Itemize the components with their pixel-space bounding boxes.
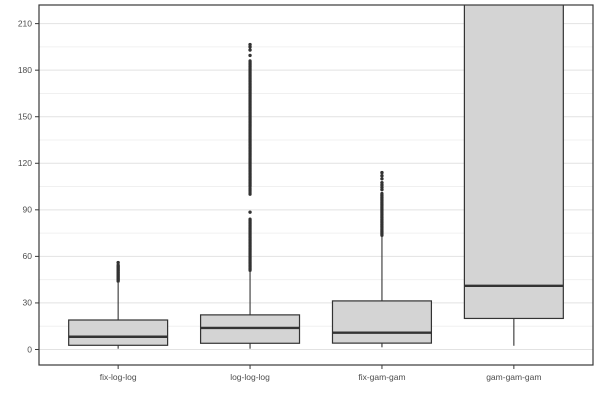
box-iqr xyxy=(331,300,433,344)
y-tick-label: 30 xyxy=(23,298,33,308)
y-tick-label: 90 xyxy=(23,205,33,215)
outlier-point xyxy=(248,45,252,49)
y-tick-label: 210 xyxy=(18,18,32,28)
outlier-point xyxy=(380,187,384,192)
outlier-point xyxy=(380,191,384,196)
box-group-fix-gam-gam xyxy=(331,170,433,348)
boxplots xyxy=(68,5,564,349)
outlier-point xyxy=(116,260,120,265)
outlier-point xyxy=(116,263,120,267)
outlier-point xyxy=(248,210,252,214)
outlier-point xyxy=(380,177,384,181)
y-axis: 0 30 60 90 120 150 180 210 xyxy=(18,18,39,354)
y-tick-label: 180 xyxy=(18,65,32,75)
outlier-point xyxy=(380,180,384,185)
box-group-fix-log-log xyxy=(68,260,169,349)
x-tick-label: gam-gam-gam xyxy=(486,372,541,382)
outlier-point xyxy=(380,173,384,178)
outlier-point xyxy=(380,185,384,190)
y-tick-label: 120 xyxy=(18,158,32,168)
outlier-point xyxy=(380,170,384,175)
outlier-point xyxy=(248,217,252,221)
panel-border xyxy=(38,4,594,366)
box-iqr xyxy=(463,5,564,320)
y-tick-label: 0 xyxy=(27,344,32,354)
x-axis: fix-log-log log-log-log fix-gam-gam gam-gam… xyxy=(100,365,541,382)
box-group-log-log-log xyxy=(199,42,301,349)
x-tick-label: log-log-log xyxy=(230,372,270,382)
x-tick-label: fix-gam-gam xyxy=(358,372,405,382)
outlier-point xyxy=(248,59,252,63)
outlier-point xyxy=(380,183,384,187)
y-tick-label: 150 xyxy=(18,112,32,122)
box-iqr xyxy=(68,319,169,346)
y-tick-label: 60 xyxy=(23,251,33,261)
outlier-point xyxy=(248,42,252,47)
box-group-gam-gam-gam xyxy=(463,5,564,346)
outlier-point xyxy=(248,53,252,58)
x-tick-label: fix-log-log xyxy=(100,372,137,382)
outlier-point xyxy=(248,48,252,52)
